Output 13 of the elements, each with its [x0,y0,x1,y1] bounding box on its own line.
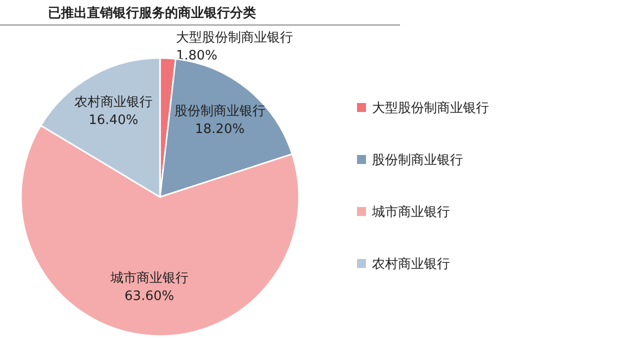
data-label: 1.80% [176,48,218,64]
data-label: 16.40% [88,112,138,128]
slice-label: 股份制商业银行 [174,104,266,119]
chart-title: 已推出直销银行服务的商业银行分类 [48,5,256,21]
legend-label: 大型股份制商业银行 [372,101,489,116]
slice-label: 城市商业银行 [109,270,188,286]
legend-label: 农村商业银行 [372,257,450,272]
data-label: 18.20% [195,122,245,137]
slice-label: 农村商业银行 [74,94,152,110]
data-label: 63.60% [124,288,174,304]
slice-label: 大型股份制商业银行 [176,30,294,46]
legend-label: 股份制商业银行 [372,153,463,168]
legend-label: 城市商业银行 [371,205,450,220]
